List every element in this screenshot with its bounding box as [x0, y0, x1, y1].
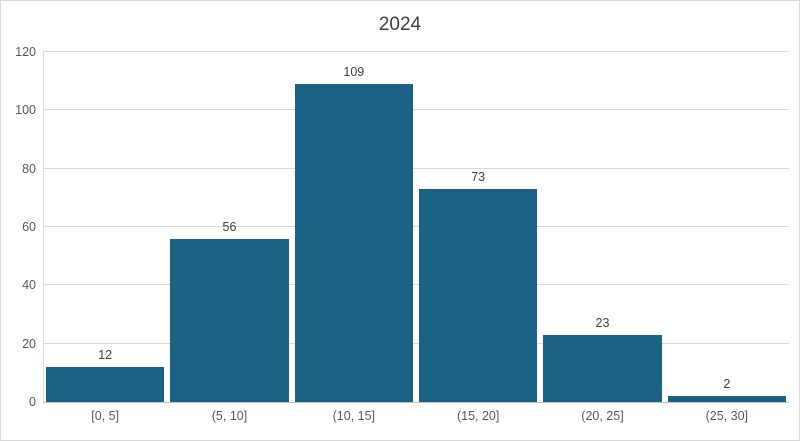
bar-slot: 12	[43, 52, 167, 402]
bar-value-label: 56	[222, 219, 237, 234]
bar-slot: 109	[292, 52, 416, 402]
category-label: (15, 20]	[456, 409, 500, 423]
gridline	[43, 284, 789, 286]
y-axis: 0 20 40 60 80 100 120	[1, 45, 36, 409]
bar-value-label: 109	[343, 65, 365, 80]
gridline	[43, 342, 789, 344]
bar	[667, 396, 786, 402]
x-axis-line	[43, 402, 789, 403]
category-label: (5, 10]	[211, 409, 248, 423]
y-tick-label: 40	[22, 278, 36, 293]
y-axis-line	[43, 52, 44, 402]
bar-value-label: 12	[98, 348, 113, 362]
bar-value-label: 23	[595, 315, 610, 330]
bar-slot: 56	[167, 52, 291, 402]
plot-area: 12 56 109 73 23 2	[43, 51, 789, 403]
bar	[170, 238, 289, 402]
chart-title: 2024	[378, 14, 422, 35]
bar-slot: 2	[665, 52, 789, 402]
bar	[294, 84, 413, 402]
bars: 12 56 109 73 23 2	[43, 52, 789, 402]
bar	[419, 189, 538, 402]
bar-slot: 73	[416, 52, 540, 402]
gridline	[43, 109, 789, 111]
bar	[46, 367, 165, 402]
bar	[543, 334, 662, 402]
bar-value-label: 73	[471, 170, 486, 185]
bar-slot: 23	[540, 52, 664, 402]
y-tick-label: 60	[22, 220, 36, 234]
x-axis: [0, 5] (5, 10] (10, 15] (15, 20] (20, 25] (25…	[43, 409, 789, 424]
y-tick-label: 0	[29, 395, 36, 409]
category-label: [0, 5]	[91, 409, 120, 423]
gridline	[43, 51, 789, 52]
gridline	[43, 167, 789, 169]
y-tick-label: 80	[22, 161, 36, 176]
category-label: (10, 15]	[332, 409, 376, 423]
y-tick-label: 100	[15, 103, 36, 118]
gridline	[43, 226, 789, 227]
y-tick-label: 120	[15, 45, 36, 59]
y-tick-label: 20	[22, 336, 36, 351]
category-label: (25, 30]	[705, 409, 748, 423]
category-label: (20, 25]	[581, 409, 624, 423]
bar-value-label: 2	[723, 377, 731, 392]
